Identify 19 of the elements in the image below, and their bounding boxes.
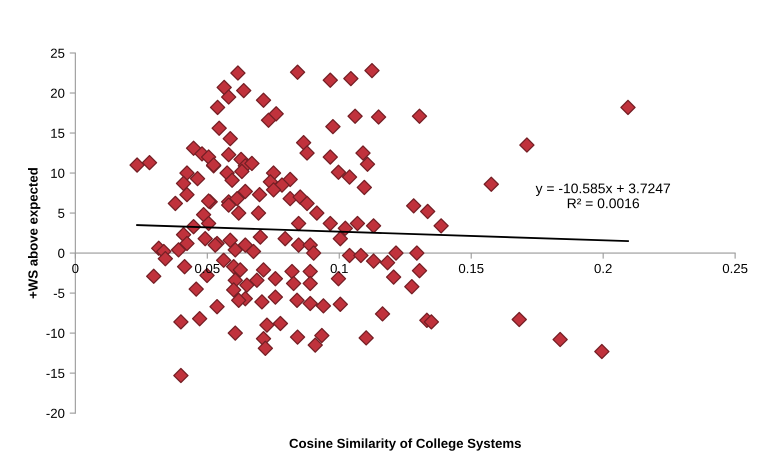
y-tick-label: -5 bbox=[54, 288, 64, 298]
y-axis-title: +WS above expected bbox=[28, 168, 40, 298]
x-tick-label: 0.25 bbox=[722, 264, 748, 274]
x-tick-label: 0 bbox=[72, 264, 78, 274]
y-tick-label: 0 bbox=[58, 248, 64, 258]
y-tick-label: 20 bbox=[50, 88, 64, 98]
y-tick-label: -10 bbox=[46, 328, 64, 338]
x-axis-title: Cosine Similarity of College Systems bbox=[290, 438, 521, 451]
y-tick-label: 25 bbox=[50, 48, 64, 58]
x-tick-label: 0.1 bbox=[330, 264, 348, 274]
y-tick-label: -15 bbox=[46, 368, 64, 378]
x-tick-label: 0.2 bbox=[594, 264, 612, 274]
y-tick-label: 15 bbox=[51, 128, 64, 138]
y-tick-label: 10 bbox=[51, 168, 64, 178]
annotation: y = -10.585x + 3.7247 R² = 0.0016 bbox=[536, 183, 670, 208]
y-tick-label: 5 bbox=[58, 208, 64, 218]
x-tick-label: 0.15 bbox=[458, 264, 484, 274]
y-tick-label: -20 bbox=[46, 408, 64, 418]
x-tick-label: 0.05 bbox=[194, 264, 220, 274]
